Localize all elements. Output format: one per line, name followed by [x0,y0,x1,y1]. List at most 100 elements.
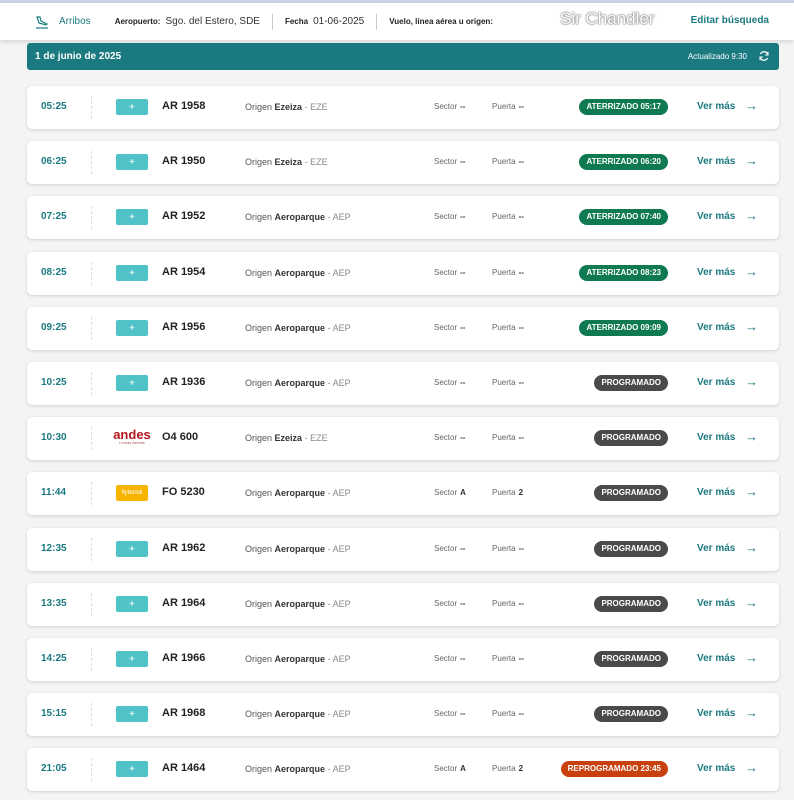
watermark: Sir Chandler [560,9,655,28]
aerolineas-logo: ✈ [116,540,148,557]
see-more-link[interactable]: Ver más [697,321,736,333]
sector: Sector -- [434,544,465,553]
origin-label: Origen [245,212,273,223]
arrow-right-icon[interactable]: → [745,153,758,169]
status-badge: PROGRAMADO [594,595,668,612]
origin-city: Ezeiza [274,157,303,168]
arrow-right-icon[interactable]: → [745,484,758,500]
flight-row[interactable]: 06:25 ✈ AR 1950 Origen Ezeiza - EZE Sect… [27,141,779,185]
origin-label: Origen [245,157,273,168]
origin: Origen Ezeiza - EZE [245,157,328,168]
see-more-link[interactable]: Ver más [697,542,736,554]
gate-label: Puerta [492,543,516,553]
see-more-link[interactable]: Ver más [697,377,736,388]
flight-row[interactable]: 05:25 ✈ AR 1958 Origen Ezeiza - EZE Sect… [27,86,779,129]
see-more-link[interactable]: Ver más [697,597,736,609]
search-label[interactable]: Vuelo, línea aérea u origen: [389,17,493,26]
flight-row[interactable]: 07:25 ✈ AR 1952 Origen Aeroparque - AEP … [27,196,779,240]
plane-icon: ✈ [129,104,135,111]
see-more-link[interactable]: Ver más [697,708,736,720]
divider [271,13,273,30]
arrow-right-icon[interactable]: → [745,263,758,279]
divider [91,537,92,561]
gate: Puerta -- [492,212,524,221]
flight-row[interactable]: 10:25 ✈ AR 1936 Origen Aeroparque - AEP … [27,362,779,405]
gate: Puerta -- [492,323,524,332]
status-badge: ATERRIZADO 06:20 [579,154,668,171]
flight-row[interactable]: 13:35 ✈ AR 1964 Origen Aeroparque - AEP … [27,582,779,626]
aerolineas-logo: ✈ [116,706,148,723]
origin-label: Origen [245,709,273,720]
arrow-right-icon[interactable]: → [745,374,758,389]
gate-value: -- [518,433,524,443]
origin-city: Aeroparque [274,378,326,388]
see-more-link[interactable]: Ver más [697,156,736,168]
origin-city: Aeroparque [274,654,326,664]
arrow-right-icon[interactable]: → [745,208,758,224]
flight-row[interactable]: 12:35 ✈ AR 1962 Origen Aeroparque - AEP … [27,527,779,571]
arrow-right-icon[interactable]: → [745,429,758,445]
sector: Sector -- [434,378,465,387]
origin: Origen Aeroparque - AEP [245,378,351,388]
arrow-right-icon[interactable]: → [745,98,758,113]
sector-label: Sector [434,764,458,774]
arrow-right-icon[interactable]: → [745,594,758,610]
gate-value: 2 [518,764,524,774]
origin-city: Aeroparque [274,322,326,333]
origin-code: AEP [332,709,351,720]
arrow-right-icon[interactable]: → [745,650,758,665]
see-more-link[interactable]: Ver más [697,211,736,223]
flight-number: AR 1954 [162,265,206,278]
sector-value: -- [460,433,466,443]
origin-label: Origen [245,488,273,499]
sector: Sector -- [434,212,465,221]
arrow-right-icon[interactable]: → [745,318,758,334]
status-badge: ATERRIZADO 05:17 [579,99,668,115]
flight-row[interactable]: 11:44 flybondi FO 5230 Origen Aeroparque… [27,472,779,516]
gate: Puerta 2 [492,764,523,773]
arrival-time: 21:05 [41,763,67,775]
sector-label: Sector [434,709,458,719]
date-value[interactable]: 01-06-2025 [313,16,365,27]
gate: Puerta -- [492,709,524,718]
flight-row[interactable]: 15:15 ✈ AR 1968 Origen Aeroparque - AEP … [27,693,779,737]
sector-label: Sector [434,488,458,498]
origin: Origen Aeroparque - AEP [245,764,351,775]
flight-row[interactable]: 21:05 ✈ AR 1464 Origen Aeroparque - AEP … [27,748,779,792]
origin: Origen Aeroparque - AEP [245,212,351,223]
arrow-right-icon[interactable]: → [745,760,758,776]
origin: Origen Ezeiza - EZE [245,102,328,112]
flight-row[interactable]: 10:30 andes Líneas Aéreas O4 600 Origen E… [27,417,779,461]
origin-city: Aeroparque [274,598,326,609]
arrival-time: 06:25 [41,156,67,168]
sector-label: Sector [434,378,458,387]
see-more-link[interactable]: Ver más [697,763,736,775]
see-more-link[interactable]: Ver más [697,487,736,499]
aerolineas-logo: ✈ [116,319,148,336]
aerolineas-logo: ✈ [116,761,148,778]
origin-city: Aeroparque [274,709,326,720]
origin-label: Origen [245,378,273,388]
flight-row[interactable]: 14:25 ✈ AR 1966 Origen Aeroparque - AEP … [27,638,779,681]
arrow-right-icon[interactable]: → [745,539,758,555]
origin: Origen Aeroparque - AEP [245,267,351,278]
edit-search-button[interactable]: Editar búsqueda [690,15,769,26]
refresh-icon[interactable] [758,50,770,62]
tab-arribos[interactable]: Arribos [59,16,91,27]
gate-value: -- [518,598,524,608]
gate-value: -- [518,212,524,222]
airport-value[interactable]: Sgo. del Estero, SDE [165,16,260,27]
flight-row[interactable]: 08:25 ✈ AR 1954 Origen Aeroparque - AEP … [27,251,779,295]
see-more-link[interactable]: Ver más [697,653,736,664]
origin-label: Origen [245,543,273,554]
flight-row[interactable]: 09:25 ✈ AR 1956 Origen Aeroparque - AEP … [27,306,779,350]
see-more-link[interactable]: Ver más [697,266,736,278]
sector-value: -- [460,267,466,277]
arrow-right-icon[interactable]: → [745,705,758,721]
sector-label: Sector [434,212,458,222]
divider [91,151,92,175]
see-more-link[interactable]: Ver más [697,101,736,112]
airport-label: Aeropuerto: [114,17,161,26]
gate: Puerta 2 [492,488,523,497]
see-more-link[interactable]: Ver más [697,432,736,444]
